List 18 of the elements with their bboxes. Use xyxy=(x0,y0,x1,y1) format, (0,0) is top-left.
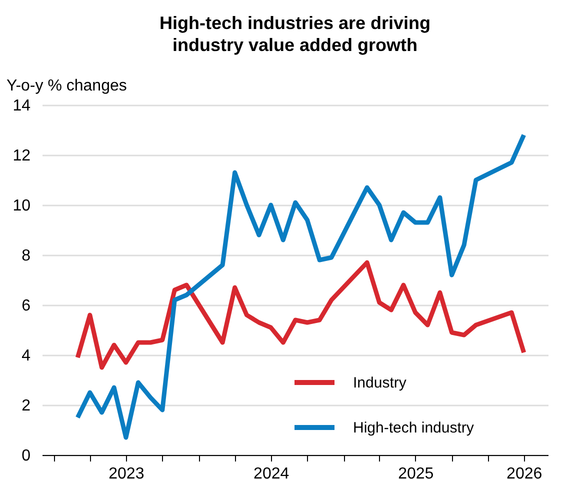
y-tick-label: 4 xyxy=(22,348,31,364)
legend-label: Industry xyxy=(353,374,407,392)
line-series xyxy=(75,132,526,440)
y-tick-label: 8 xyxy=(22,248,31,264)
x-tick-label: 2026 xyxy=(506,466,542,479)
line-series xyxy=(75,260,526,370)
y-tick-label: 14 xyxy=(12,98,31,114)
chart-title: High-tech industries are driving industry value added growth xyxy=(159,13,431,55)
x-tick-label: 2023 xyxy=(108,466,144,479)
legend-label: High-tech industry xyxy=(353,420,474,436)
x-tick-label: 2024 xyxy=(254,466,290,479)
y-axis-title: Y-o-y % changes xyxy=(6,78,127,94)
y-tick-label: 0 xyxy=(22,448,31,464)
y-tick-label: 10 xyxy=(12,198,31,214)
y-tick-label: 12 xyxy=(12,148,31,164)
x-tick-label: 2025 xyxy=(398,466,434,479)
y-tick-label: 6 xyxy=(22,298,31,314)
y-tick-label: 2 xyxy=(22,398,31,414)
